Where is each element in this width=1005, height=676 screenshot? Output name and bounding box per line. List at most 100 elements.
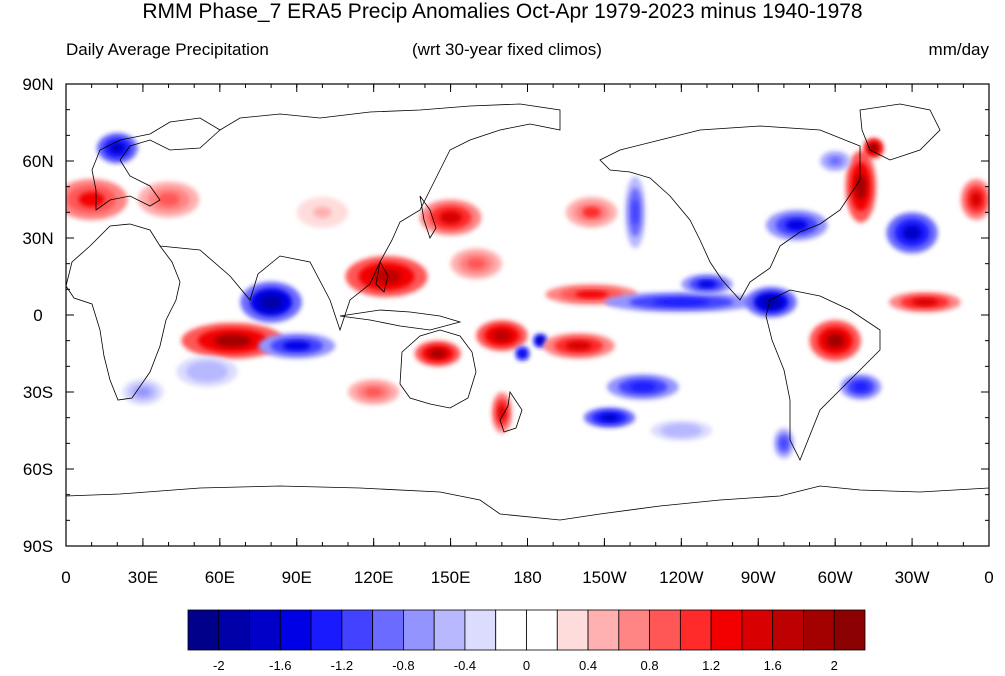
coastline-japan (419, 195, 437, 239)
colorbar-swatch (679, 609, 712, 651)
anomaly-blob (825, 333, 845, 349)
lat-tick-label: 30S (23, 383, 53, 402)
anomaly-blob (282, 341, 311, 351)
coastlines (66, 103, 989, 521)
lat-tick-label: 90N (22, 75, 53, 94)
colorbar-swatch (187, 609, 220, 651)
climatology-note: (wrt 30-year fixed climos) (412, 40, 602, 59)
anomaly-blob (214, 334, 252, 348)
colorbar-swatch (833, 609, 866, 651)
lat-tick-label: 90S (23, 537, 53, 556)
anomaly-blob (761, 296, 781, 308)
coastline-south-america (765, 289, 881, 461)
colorbar-tick-label: 2 (831, 658, 838, 673)
anomaly-blob (429, 348, 447, 359)
anomaly-blob (902, 225, 922, 241)
colorbar-tick-label: -0.4 (454, 658, 476, 673)
lon-tick-label: 0 (984, 568, 993, 587)
anomaly-blob (780, 437, 788, 449)
colorbar-tick-label: 0.8 (641, 658, 659, 673)
colorbar-swatch (556, 609, 589, 651)
colorbar-swatch (618, 609, 650, 651)
colorbar-swatch (218, 609, 250, 651)
coastline-indonesia (339, 309, 462, 331)
anomaly-blob (260, 294, 283, 310)
lon-tick-label: 90W (741, 568, 776, 587)
lon-tick-label: 120E (354, 568, 394, 587)
colorbar-swatch (310, 609, 343, 651)
anomaly-blob (313, 206, 332, 218)
anomaly-blob (537, 337, 544, 344)
colorbar-swatch (495, 609, 527, 651)
coastline-new-zealand (499, 390, 523, 433)
anomaly-blob (785, 219, 808, 231)
lat-tick-label: 30N (22, 229, 53, 248)
colorbar-swatch (803, 609, 835, 651)
plot-area (66, 84, 989, 546)
anomaly-blob (653, 298, 710, 306)
anomaly-blob (574, 290, 609, 299)
colorbar-tick-label: 0 (523, 658, 530, 673)
colorbar-swatch (433, 609, 466, 651)
anomaly-blob (829, 157, 841, 165)
colorbar-swatch (741, 609, 774, 651)
coastline-greenland (859, 103, 941, 161)
anomaly-blob (855, 173, 867, 200)
colorbar-tick-label: 0.4 (579, 658, 597, 673)
colorbar-swatch (372, 609, 404, 651)
anomaly-blob (911, 298, 938, 306)
axis-ticks (65, 83, 990, 547)
lon-tick-label: 30W (895, 568, 930, 587)
anomaly-blob (492, 329, 512, 342)
anomaly-blob (135, 387, 151, 397)
anomaly-blob (600, 413, 619, 422)
anomaly-blob (970, 192, 982, 207)
anomaly-blob (670, 426, 693, 435)
colorbar-swatch (279, 609, 312, 651)
lon-tick-label: 0 (61, 568, 70, 587)
colorbar-tick-label: -1.2 (331, 658, 353, 673)
coastline-philippines (375, 260, 389, 293)
lon-tick-label: 150W (582, 568, 626, 587)
lon-tick-label: 90E (282, 568, 312, 587)
colorbar-tick-label: 1.2 (702, 658, 720, 673)
lon-tick-label: 180 (513, 568, 541, 587)
map-title: RMM Phase_7 ERA5 Precip Anomalies Oct-Ap… (142, 0, 863, 23)
anomaly-blob (629, 382, 656, 392)
lon-tick-label: 60E (205, 568, 235, 587)
coastline-antarctica (66, 485, 989, 521)
lat-tick-label: 60N (22, 152, 53, 171)
anomaly-blob (565, 341, 592, 351)
anomaly-blob (631, 199, 639, 226)
colorbar-tick-label: -1.6 (269, 658, 291, 673)
coastline-asia (159, 103, 561, 332)
colorbar-swatch (587, 609, 620, 651)
anomaly-blob (109, 142, 125, 154)
lon-tick-label: 120W (659, 568, 703, 587)
anomaly-blob (157, 193, 180, 206)
units-label: mm/day (928, 40, 989, 59)
lat-tick-label: 60S (23, 460, 53, 479)
coastline-europe (91, 117, 221, 211)
anomaly-blob (519, 350, 526, 357)
coastline-africa (66, 223, 181, 401)
colorbar-swatch (464, 609, 497, 651)
anomaly-blob (439, 210, 462, 224)
anomaly-blob (466, 258, 486, 270)
colorbar: -2 -1.6 -1.2 -0.8 -0.4 0 0.4 0.8 1.2 1.6 2 (187, 609, 866, 673)
coastline-north-america (599, 125, 861, 301)
colorbar-tick-label: -2 (213, 658, 225, 673)
lat-tick-label: 0 (33, 306, 42, 325)
colorbar-tick-label: -0.8 (392, 658, 414, 673)
anomaly-blob (697, 280, 717, 288)
lon-tick-label: 30E (128, 568, 158, 587)
colorbar-swatch (710, 609, 743, 651)
colorbar-swatch (249, 609, 281, 651)
anomaly-blob (364, 387, 383, 397)
colorbar-tick-label: 1.6 (764, 658, 782, 673)
anomaly-field (66, 132, 989, 459)
colorbar-swatch (403, 609, 435, 651)
colorbar-swatch (341, 609, 374, 651)
anomaly-blob (371, 269, 402, 284)
